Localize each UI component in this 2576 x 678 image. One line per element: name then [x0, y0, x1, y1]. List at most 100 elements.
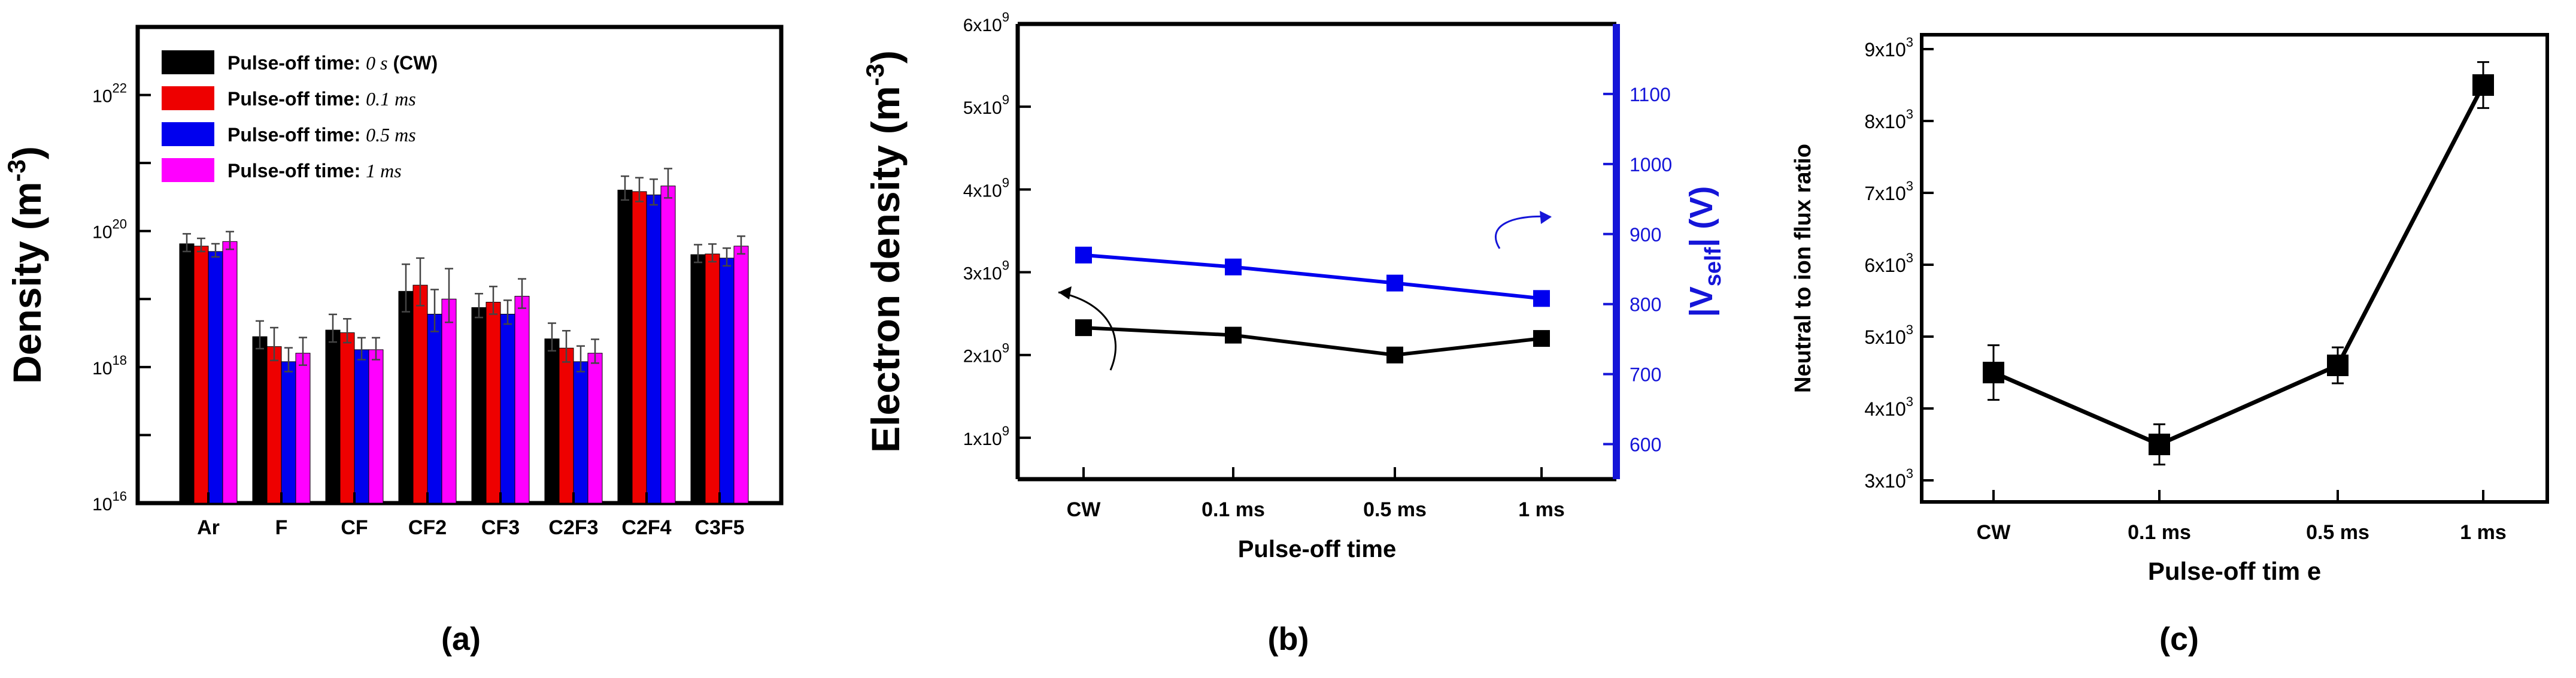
panel-c-flux-ratio-chart: 3x103 4x103 5x103 6x103 7x103 8x103 9x103 CW 0.1…: [1791, 33, 2549, 585]
bar: [632, 191, 647, 504]
x-tick-label: F: [275, 516, 288, 539]
right-axis-arrow: [1495, 215, 1551, 249]
bar: [441, 298, 457, 504]
right-axis-arrow-head: [1540, 211, 1552, 224]
flux-ratio-marker: [2149, 434, 2170, 455]
bar: [617, 189, 633, 504]
y-tick-label: 7x103: [1864, 178, 1913, 204]
y-axis-label: Neutral to ion flux ratio: [1791, 144, 1816, 393]
panel-a-density-bar-chart: 1016 1018 1020 1022 Density (m-3) Ar F CF CF2 CF3…: [2, 25, 784, 539]
x-tick-label: CF2: [408, 516, 447, 539]
legend-entry: Pulse-off time: 0.5 ms: [227, 124, 416, 146]
x-tick-label: CW: [1067, 498, 1102, 521]
bar: [514, 296, 530, 504]
vself-marker: [1075, 246, 1092, 264]
x-tick-label: C2F4: [621, 516, 671, 539]
right-y-tick-label: 1000: [1630, 154, 1672, 175]
bar: [412, 284, 428, 504]
electron-density-marker: [1225, 326, 1242, 344]
bar: [398, 290, 414, 504]
vself-marker: [1225, 258, 1242, 276]
legend-entry: Pulse-off time: 0 s (CW): [227, 52, 438, 74]
left-y-tick-label: 4x109: [963, 175, 1009, 201]
panel-b-electron-density-vself-chart: 1x109 2x109 3x109 4x109 5x109 6x109 600 700 800 9…: [861, 10, 1726, 562]
x-tick-label: CF3: [481, 516, 520, 539]
x-axis-label: Pulse-off tim e: [2148, 557, 2321, 585]
y-tick-label: 4x103: [1864, 394, 1913, 420]
y-tick-label: 1020: [92, 217, 127, 243]
bar: [339, 332, 355, 504]
bar: [573, 361, 588, 504]
bar: [733, 246, 749, 504]
flux-ratio-line: [1992, 84, 2486, 447]
y-tick-label: 1022: [92, 81, 127, 107]
right-y-tick-label: 1100: [1630, 84, 1671, 105]
x-tick-label: C3F5: [694, 516, 744, 539]
x-axis-label: Pulse-off time: [1238, 536, 1396, 562]
y-tick-label: 1016: [92, 489, 127, 514]
bar: [266, 346, 282, 504]
legend-swatch: [162, 50, 214, 74]
left-y-axis-label: Electron density (m-3): [861, 50, 908, 453]
vself-marker: [1386, 274, 1403, 292]
electron-density-line: [1083, 326, 1542, 357]
bar: [222, 241, 238, 504]
y-tick-label: 3x103: [1864, 466, 1913, 492]
vself-line: [1083, 253, 1542, 301]
left-y-tick-label: 1x109: [963, 423, 1009, 449]
bar: [587, 353, 603, 504]
electron-density-marker: [1075, 319, 1092, 337]
y-axis-label: Density (m-3): [2, 146, 49, 384]
bar: [646, 194, 662, 504]
panel-label-a: (a): [441, 621, 481, 657]
x-tick-label: 0.1 ms: [2128, 521, 2191, 544]
bar: [705, 253, 720, 504]
flux-ratio-marker: [2327, 355, 2349, 376]
bar: [690, 254, 706, 504]
vself-marker: [1533, 290, 1550, 307]
legend-swatch: [162, 122, 214, 146]
left-y-tick-label: 3x109: [963, 258, 1009, 284]
x-tick-label: 0.5 ms: [2306, 521, 2369, 544]
x-tick-label: 0.1 ms: [1201, 498, 1265, 521]
bar: [544, 338, 560, 504]
x-tick-label: Ar: [197, 516, 220, 539]
left-axis-arrow: [1058, 291, 1116, 371]
plot-frame: [135, 25, 784, 506]
x-tick-label: CW: [1977, 521, 2011, 544]
x-tick-label: 1 ms: [2460, 521, 2507, 544]
bar: [559, 347, 574, 504]
bar: [660, 185, 676, 504]
left-y-tick-label: 2x109: [963, 341, 1009, 367]
bar: [486, 301, 501, 504]
bar: [719, 258, 735, 504]
right-y-tick-label: 900: [1630, 224, 1661, 246]
y-tick-label: 5x103: [1864, 322, 1913, 348]
bar: [471, 307, 487, 504]
flux-ratio-marker: [2472, 74, 2494, 96]
y-tick-label: 9x103: [1864, 35, 1913, 60]
left-y-tick-label: 5x109: [963, 92, 1009, 118]
flux-ratio-marker: [1983, 362, 2004, 383]
right-y-tick-label: 700: [1630, 364, 1661, 386]
bar: [193, 246, 209, 504]
y-tick-label: 8x103: [1864, 107, 1913, 132]
panel-label-b: (b): [1268, 621, 1309, 657]
plot-frame: [1920, 33, 2549, 504]
legend-entry: Pulse-off time: 0.1 ms: [227, 88, 416, 110]
electron-density-marker: [1533, 330, 1550, 347]
legend-entry: Pulse-off time: 1 ms: [227, 160, 402, 181]
x-tick-label: 0.5 ms: [1363, 498, 1427, 521]
left-y-tick-label: 6x109: [963, 10, 1009, 35]
y-tick-label: 1018: [92, 353, 127, 379]
x-tick-label: C2F3: [548, 516, 598, 539]
bar: [281, 361, 296, 504]
bar: [252, 336, 268, 504]
legend-swatch: [162, 86, 214, 110]
right-y-tick-label: 800: [1630, 294, 1661, 316]
electron-density-marker: [1386, 346, 1403, 364]
x-tick-label: CF: [341, 516, 368, 539]
legend-swatch: [162, 158, 214, 182]
bar: [368, 349, 384, 504]
